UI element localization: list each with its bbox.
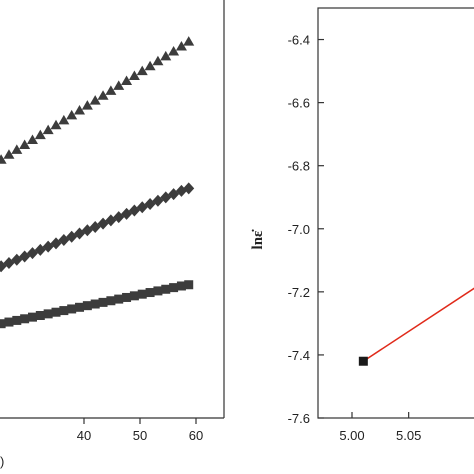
left-series-0-triangle-point [160, 50, 172, 61]
left-series-0-triangle-point [50, 119, 62, 130]
left-x-tick-label: 40 [77, 428, 91, 443]
left-series-0-triangle-point [89, 95, 101, 105]
left-series-2-square-point [43, 309, 53, 319]
right-y-tick-label: -7.0 [288, 222, 310, 237]
right-plot-area [358, 287, 474, 366]
left-series-1-diamond-point [0, 260, 7, 273]
left-series-0-triangle-point [0, 154, 7, 164]
left-series-2-square-point [161, 284, 171, 294]
left-series-2-square-point [137, 289, 147, 299]
right-y-tick-label: -6.8 [288, 159, 310, 174]
left-series-1-diamond-point [11, 253, 23, 266]
left-series-0-triangle-point [152, 55, 164, 66]
left-series-0-triangle-point [97, 90, 109, 100]
left-series-2-square-point [59, 306, 69, 316]
left-series-0-triangle-point [42, 124, 54, 135]
left-series-0-triangle-point [121, 75, 133, 85]
right-y-tick-label: -7.6 [288, 411, 310, 426]
left-x-tick-label: 50 [133, 428, 147, 443]
left-series-0-triangle-point [66, 109, 78, 120]
left-series-2-square-point [12, 315, 22, 325]
left-series-2-square-point [4, 317, 14, 327]
left-series-2-square-point [20, 314, 30, 324]
left-series-0-triangle-point [144, 60, 156, 71]
left-x-tick-label: 60 [189, 428, 203, 443]
left-series-0-triangle-point [19, 139, 31, 149]
left-series-2-square-point [145, 288, 155, 298]
left-series-0-triangle-point [113, 80, 125, 90]
left-series-2-square-point [82, 301, 92, 311]
left-series-2-square-point [106, 296, 116, 306]
left-series-2-square-point [114, 294, 124, 304]
left-series-2-square-point [184, 280, 194, 290]
left-series-2-square-point [122, 292, 132, 302]
right-y-tick-label: -7.2 [288, 285, 310, 300]
right-panel: -6.4 -6.6 -6.8 -7.0 -7.2 -7.4 -7.6 5.00 5.05 ln… [250, 7, 474, 443]
left-series-2-square-point [51, 307, 61, 317]
right-data-point [358, 356, 368, 366]
right-x-tick-label: 5.00 [339, 428, 364, 443]
left-series-0-triangle-point [81, 100, 93, 110]
right-y-axis-title: lnε̇ [250, 229, 266, 250]
right-y-tick-label: -6.4 [288, 33, 310, 48]
left-series-0-triangle-point [175, 41, 187, 51]
left-series-0-triangle-point [34, 129, 46, 140]
left-series-1-diamond-point [183, 182, 195, 195]
left-series-0-triangle-point [74, 105, 86, 115]
right-y-tick-label: -6.6 [288, 96, 310, 111]
right-x-ticks: 5.00 5.05 [339, 412, 421, 443]
left-series-2-square-point [169, 283, 179, 293]
left-series-2-square-point [90, 299, 100, 309]
left-series-0-triangle-point [11, 144, 23, 154]
left-series-2-square-point [153, 286, 163, 296]
right-x-tick-label: 5.05 [396, 428, 421, 443]
left-panel: 40 50 60 ) [0, 0, 225, 469]
right-y-ticks: -6.4 -6.6 -6.8 -7.0 -7.2 -7.4 -7.6 [288, 33, 324, 426]
left-series-2-square-point [98, 297, 108, 307]
left-series-0-triangle-point [183, 36, 195, 46]
right-plot-frame [317, 7, 474, 419]
left-series-0-triangle-point [58, 114, 70, 125]
left-cutoff-label: ) [0, 454, 4, 469]
right-fit-line [362, 287, 474, 362]
left-series-0-triangle-point [3, 149, 15, 159]
left-x-ticks: 40 50 60 [77, 418, 203, 443]
left-series-2-square-point [176, 281, 186, 291]
left-series-0-triangle-point [26, 134, 38, 145]
left-plot-area [0, 36, 195, 329]
left-series-2-square-point [27, 312, 37, 322]
left-series-2-square-point [0, 319, 6, 329]
left-series-0-triangle-point [128, 70, 140, 81]
left-series-0-triangle-point [136, 65, 148, 76]
left-series-2-square-point [129, 291, 139, 301]
right-y-tick-label: -7.4 [288, 348, 310, 363]
left-series-2-square-point [67, 304, 77, 314]
left-series-0-triangle-point [105, 85, 117, 95]
left-series-2-square-point [35, 311, 45, 320]
left-series-0-triangle-point [168, 45, 180, 56]
left-series-2-square-point [75, 302, 85, 312]
